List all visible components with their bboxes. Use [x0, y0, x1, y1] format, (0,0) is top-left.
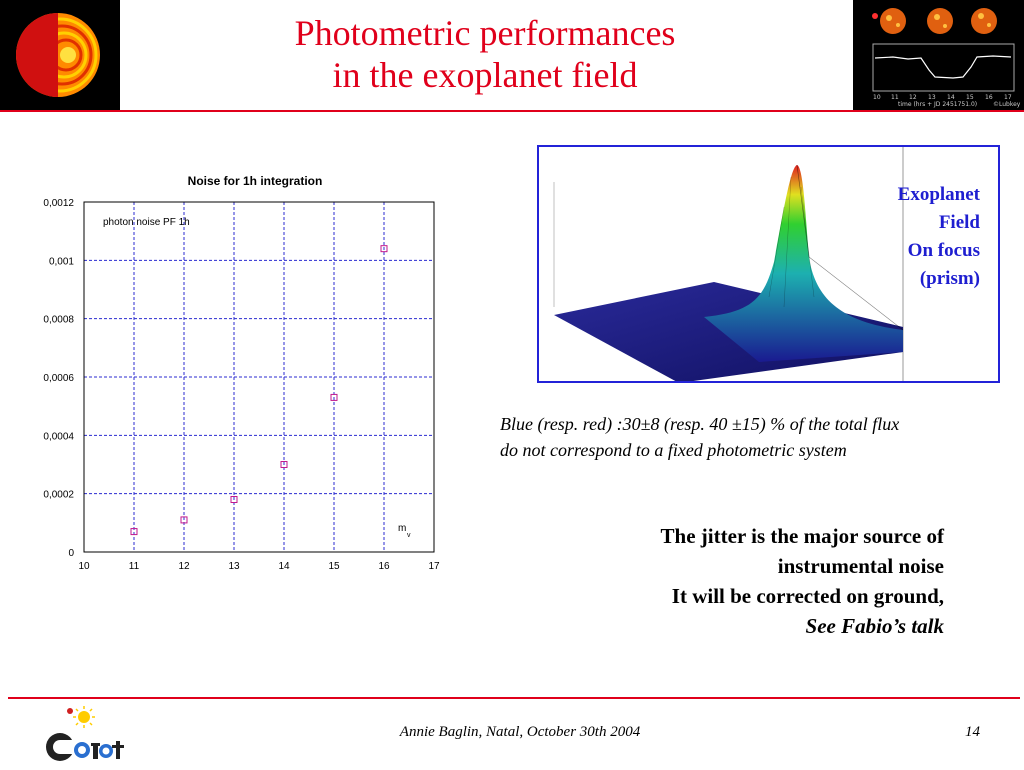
- chart-title: Noise for 1h integration: [188, 174, 323, 188]
- lc-tick: 12: [909, 94, 917, 101]
- footer-divider: [8, 697, 1020, 699]
- label-line: (prism): [919, 268, 980, 289]
- lc-tick: 14: [947, 94, 955, 101]
- x-tick-label: 16: [378, 561, 390, 572]
- x-axis: 10 11 12 13 14 15 16 17: [78, 561, 440, 572]
- lc-tick: 11: [891, 94, 899, 101]
- x-tick-label: 17: [428, 561, 440, 572]
- y-axis: 0 0,0002 0,0004 0,0006 0,0008 0,001 0,0012: [43, 198, 74, 559]
- flux-caption: Blue (resp. red) :30±8 (resp. 40 ±15) % …: [500, 411, 1020, 463]
- lc-tick: 17: [1004, 94, 1012, 101]
- x-tick-label: 11: [129, 561, 140, 572]
- jitter-note: The jitter is the major source of instru…: [560, 521, 944, 641]
- lc-tick: 16: [985, 94, 993, 101]
- data-point: [280, 461, 288, 468]
- corot-sphere-logo: [0, 0, 120, 110]
- data-point: [380, 245, 388, 253]
- chart-grid: [84, 202, 434, 552]
- slide-title: Photometric performances in the exoplane…: [200, 12, 770, 96]
- lc-axis-label: time (hrs + JD 2451751.0): [898, 101, 977, 108]
- x-tick-label: 12: [178, 561, 190, 572]
- y-tick-label: 0,0012: [43, 198, 74, 209]
- data-point: [180, 516, 188, 524]
- y-tick-label: 0,001: [49, 256, 74, 267]
- jitter-line-1: The jitter is the major source of: [660, 524, 944, 548]
- stellar-lightcurve-image: 10 11 12 13 14 15 16 17 time (hrs + JD 2…: [853, 0, 1024, 110]
- title-line-2: in the exoplanet field: [332, 55, 638, 95]
- plot-frame: [83, 201, 435, 553]
- y-tick-label: 0,0008: [43, 315, 74, 326]
- x-tick-label: 15: [328, 561, 340, 572]
- x-tick-label: 10: [78, 561, 90, 572]
- title-line-1: Photometric performances: [294, 13, 676, 53]
- psf-surface-image: [553, 147, 904, 383]
- lc-tick: 13: [928, 94, 936, 101]
- jitter-line-4: See Fabio’s talk: [805, 614, 944, 638]
- y-tick-label: 0: [68, 548, 74, 559]
- header-divider: [0, 110, 1024, 112]
- x-axis-label-subscript: v: [407, 532, 411, 539]
- noise-chart: Noise for 1h integration 0 0,0002 0,0004 0,…: [43, 174, 440, 572]
- corot-logo: [40, 703, 130, 765]
- data-point: [130, 528, 138, 536]
- series-label: photon noise PF 1h: [103, 217, 190, 228]
- data-point: [230, 496, 238, 503]
- caption-line-2: do not correspond to a fixed photometric…: [500, 440, 847, 460]
- x-tick-label: 13: [228, 561, 240, 572]
- label-line: Field: [938, 212, 980, 233]
- jitter-line-2: instrumental noise: [777, 554, 944, 578]
- x-axis-label: m: [398, 523, 406, 534]
- surface-plot-frame: [537, 145, 1000, 383]
- y-tick-label: 0,0006: [43, 373, 74, 384]
- lc-tick: 15: [966, 94, 974, 101]
- lc-credit: ©Lubkey: [993, 101, 1021, 108]
- y-tick-label: 0,0002: [43, 490, 74, 501]
- surface-plot-label: Exoplanet Field On focus (prism): [860, 181, 980, 293]
- label-line: On focus: [907, 240, 980, 261]
- label-line: Exoplanet: [897, 184, 980, 205]
- caption-line-1: Blue (resp. red) :30±8 (resp. 40 ±15) % …: [500, 414, 900, 434]
- lc-tick: 10: [873, 94, 881, 101]
- y-tick-label: 0,0004: [43, 431, 74, 442]
- footer-author: Annie Baglin, Natal, October 30th 2004: [399, 724, 641, 740]
- data-points: [130, 245, 388, 536]
- page-number: 14: [965, 724, 980, 740]
- data-point: [330, 393, 338, 401]
- x-tick-label: 14: [278, 561, 290, 572]
- jitter-line-3: It will be corrected on ground,: [671, 584, 944, 608]
